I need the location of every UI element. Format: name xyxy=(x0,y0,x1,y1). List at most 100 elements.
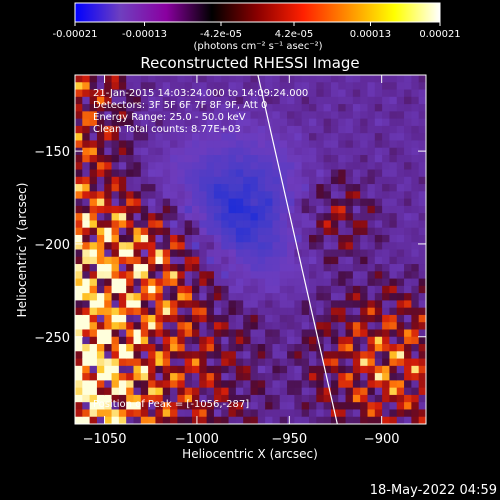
heatmap-cell xyxy=(389,133,398,142)
heatmap-cell xyxy=(396,300,405,309)
heatmap-cell xyxy=(155,191,164,200)
heatmap-cell xyxy=(235,147,244,156)
heatmap-cell xyxy=(133,234,142,243)
heatmap-cell xyxy=(396,285,405,294)
heatmap-cell xyxy=(411,314,420,323)
heatmap-cell xyxy=(396,373,405,381)
heatmap-cell xyxy=(382,256,391,265)
heatmap-cell xyxy=(316,300,325,309)
heatmap-cell xyxy=(118,256,127,265)
heatmap-cell xyxy=(192,351,200,360)
heatmap-cell xyxy=(345,242,354,251)
heatmap-cell xyxy=(243,198,252,207)
heatmap-cell xyxy=(250,271,259,280)
heatmap-cell xyxy=(272,147,281,156)
heatmap-cell xyxy=(374,387,383,396)
heatmap-cell xyxy=(213,154,222,163)
heatmap-cell xyxy=(287,300,295,309)
heatmap-cell xyxy=(382,227,391,236)
heatmap-cell xyxy=(330,147,339,156)
heatmap-cell xyxy=(155,358,164,367)
heatmap-cell xyxy=(133,380,142,389)
heatmap-cell xyxy=(126,373,135,381)
heatmap-cell xyxy=(396,176,405,185)
heatmap-cell xyxy=(279,249,288,258)
heatmap-cell xyxy=(126,336,135,345)
heatmap-cell xyxy=(411,198,420,207)
heatmap-cell xyxy=(75,264,83,272)
heatmap-cell xyxy=(250,140,259,149)
heatmap-cell xyxy=(345,191,354,200)
heatmap-cell xyxy=(250,314,259,323)
heatmap-cell xyxy=(155,125,164,134)
heatmap-cell xyxy=(213,351,222,360)
heatmap-cell xyxy=(89,307,98,316)
heatmap-cell xyxy=(418,416,426,424)
heatmap-cell xyxy=(316,176,325,185)
heatmap-cell xyxy=(257,373,266,381)
heatmap-cell xyxy=(301,373,310,381)
heatmap-cell xyxy=(155,249,164,258)
heatmap-cell xyxy=(148,300,157,309)
heatmap-cell xyxy=(75,271,83,280)
heatmap-cell xyxy=(382,89,391,98)
heatmap-cell xyxy=(89,387,98,396)
heatmap-cell xyxy=(162,256,171,265)
heatmap-cell xyxy=(294,147,303,156)
heatmap-cell xyxy=(309,125,317,134)
heatmap-cell xyxy=(192,133,200,142)
heatmap-cell xyxy=(111,307,120,316)
heatmap-cell xyxy=(404,75,412,83)
heatmap-cell xyxy=(294,96,303,105)
heatmap-cell xyxy=(316,213,325,222)
heatmap-cell xyxy=(309,82,317,91)
heatmap-cell xyxy=(330,402,339,411)
heatmap-cell xyxy=(206,227,215,236)
heatmap-cell xyxy=(126,409,135,418)
heatmap-cell xyxy=(338,285,347,294)
heatmap-cell xyxy=(418,336,426,345)
heatmap-cell xyxy=(126,205,135,214)
heatmap-cell xyxy=(382,307,391,316)
heatmap-cell xyxy=(140,336,149,345)
heatmap-cell xyxy=(294,125,303,134)
heatmap-cell xyxy=(75,358,83,367)
heatmap-cell xyxy=(162,293,171,301)
heatmap-cell xyxy=(382,75,391,83)
heatmap-cell xyxy=(184,198,193,207)
heatmap-cell xyxy=(199,351,208,360)
heatmap-cell xyxy=(177,387,186,396)
heatmap-cell xyxy=(265,365,274,374)
heatmap-cell xyxy=(309,213,317,222)
heatmap-cell xyxy=(389,227,398,236)
heatmap-cell xyxy=(140,191,149,200)
heatmap-cell xyxy=(301,104,310,112)
heatmap-cell xyxy=(287,409,295,418)
heatmap-cell xyxy=(389,220,398,229)
heatmap-cell xyxy=(309,140,317,149)
heatmap-cell xyxy=(89,96,98,105)
heatmap-cell xyxy=(89,351,98,360)
heatmap-cell xyxy=(228,402,237,411)
heatmap-cell xyxy=(162,234,171,243)
heatmap-cell xyxy=(287,256,295,265)
heatmap-cell xyxy=(389,169,398,178)
heatmap-cell xyxy=(111,162,120,171)
heatmap-cell xyxy=(104,394,113,403)
heatmap-cell xyxy=(272,416,281,424)
heatmap-cell xyxy=(345,322,354,331)
heatmap-cell xyxy=(206,336,215,345)
heatmap-cell xyxy=(89,176,98,185)
heatmap-cell xyxy=(213,176,222,185)
heatmap-cell xyxy=(374,365,383,374)
heatmap-cell xyxy=(111,111,120,120)
heatmap-cell xyxy=(389,380,398,389)
heatmap-cell xyxy=(133,220,142,229)
heatmap-cell xyxy=(118,96,127,105)
heatmap-cell xyxy=(221,264,230,272)
heatmap-cell xyxy=(294,184,303,192)
heatmap-cell xyxy=(184,293,193,301)
heatmap-cell xyxy=(228,234,237,243)
heatmap-cell xyxy=(301,409,310,418)
heatmap-cell xyxy=(118,293,127,301)
